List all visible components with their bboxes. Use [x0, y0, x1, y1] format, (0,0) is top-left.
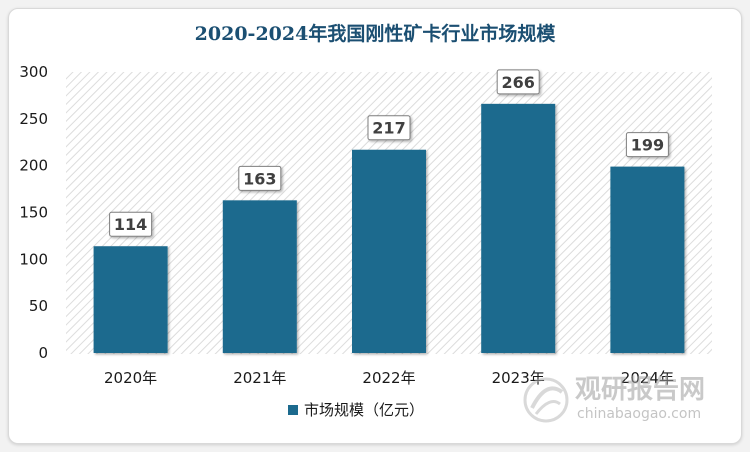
data-label: 199	[631, 136, 664, 155]
y-tick-label: 100	[19, 250, 48, 268]
x-axis: 2020年 2021年 2022年 2023年 2024年	[104, 369, 674, 387]
y-axis: 0 50 100 150 200 250 300	[19, 63, 48, 362]
bar	[222, 200, 297, 353]
data-label: 266	[501, 73, 534, 92]
x-tick-label: 2020年	[104, 369, 157, 387]
data-label: 114	[114, 215, 147, 234]
data-label-box	[238, 165, 282, 191]
data-label-box	[625, 132, 669, 158]
data-label: 163	[243, 169, 276, 188]
legend-swatch	[288, 405, 298, 415]
x-tick-label: 2024年	[621, 369, 674, 387]
y-tick-label: 0	[38, 344, 48, 362]
x-tick-label: 2021年	[233, 369, 286, 387]
bar	[610, 166, 685, 353]
data-label-box	[367, 115, 411, 141]
y-tick-label: 150	[19, 204, 48, 222]
watermark-text-cn: 观研报告网	[575, 374, 705, 405]
legend-label: 市场规模（亿元）	[304, 401, 424, 419]
y-tick-label: 200	[19, 157, 48, 175]
y-tick-label: 50	[29, 297, 48, 315]
bar	[352, 149, 426, 353]
y-tick-label: 250	[19, 110, 48, 128]
bar	[93, 246, 168, 353]
data-label: 217	[372, 119, 405, 138]
bar	[481, 103, 556, 353]
data-label-box	[109, 211, 153, 237]
data-label-box	[496, 69, 540, 95]
bars	[93, 103, 685, 353]
chart-title: 2020-2024年我国刚性矿卡行业市场规模	[195, 22, 557, 45]
watermark-text-en: chinabaogao.com	[577, 406, 701, 422]
y-tick-label: 300	[19, 63, 48, 81]
data-labels: 114 163 217 266 199	[109, 69, 669, 237]
legend: 市场规模（亿元）	[288, 401, 424, 419]
watermark-logo-icon	[523, 377, 569, 423]
x-tick-label: 2022年	[362, 369, 415, 387]
watermark: 观研报告网 chinabaogao.com	[523, 374, 705, 423]
x-tick-label: 2023年	[492, 369, 545, 387]
